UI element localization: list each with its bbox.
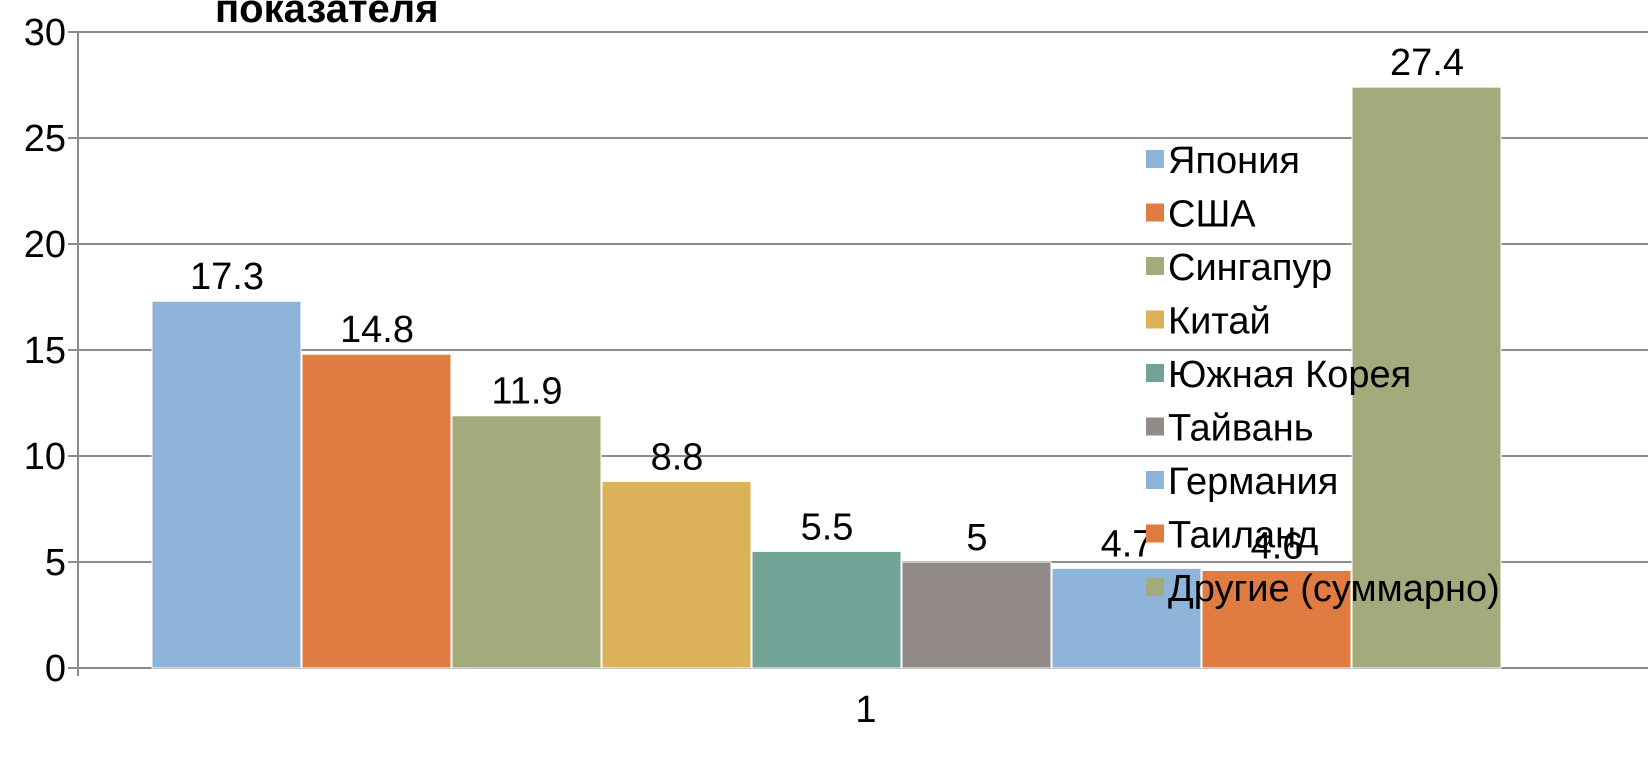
legend-swatch-9 [1146,578,1164,596]
legend-entry-7: Германия [1168,461,1338,503]
legend-swatch-6 [1146,417,1164,436]
legend-swatch-4 [1146,310,1164,329]
legend-swatch-5 [1146,364,1164,382]
legend-swatch-3 [1146,257,1164,275]
legend-entry-1: Япония [1168,140,1300,182]
data-label-4: 8.8 [651,436,704,478]
y-tick-label: 15 [24,330,66,372]
legend-swatch-7 [1146,471,1164,489]
y-tick-label: 10 [24,436,66,478]
bar-7 [1051,567,1202,669]
bar-5 [751,550,902,669]
bar-6 [901,561,1052,669]
legend-entry-2: США [1168,194,1256,236]
bar-9 [1351,86,1502,669]
bar-4 [601,480,752,669]
legend-swatch-8 [1146,524,1164,543]
y-tick-label: 25 [24,118,66,160]
legend-entry-6: Тайвань [1168,408,1314,450]
y-tick-label: 0 [45,648,66,690]
legend-entry-9: Другие (суммарно) [1168,568,1500,610]
data-label-1: 17.3 [190,256,264,298]
legend-swatch-1 [1146,150,1164,168]
data-label-8: 4.6 [1251,525,1304,567]
y-tick-label: 20 [24,224,66,266]
bar-2 [301,353,452,669]
legend: Япония США Сингапур Китай Южная Корея Тайвань… [1146,140,1500,610]
bar-8 [1201,569,1352,669]
chart-title: показателя [215,0,439,31]
data-labels: 17.3 14.8 11.9 8.8 5.5 5 4.7 4.6 27.4 [190,42,1464,567]
y-tick-label: 5 [45,542,66,584]
bar-3 [451,415,602,669]
data-label-9: 27.4 [1390,42,1464,84]
data-label-3: 11.9 [491,371,562,413]
y-tick-label: 30 [24,12,66,54]
data-label-6: 5 [966,517,987,559]
data-label-2: 14.8 [340,309,414,351]
legend-entry-4: Китай [1168,301,1271,343]
legend-entry-3: Сингапур [1168,247,1332,289]
legend-swatch-2 [1146,203,1164,222]
data-label-7: 4.7 [1101,523,1154,565]
bar-1 [151,300,302,669]
legend-entry-5: Южная Корея [1168,354,1411,396]
legend-entry-8: Таиланд [1168,515,1318,557]
data-label-5: 5.5 [801,506,854,548]
bars [151,86,1502,669]
x-tick-label: 1 [855,689,876,731]
